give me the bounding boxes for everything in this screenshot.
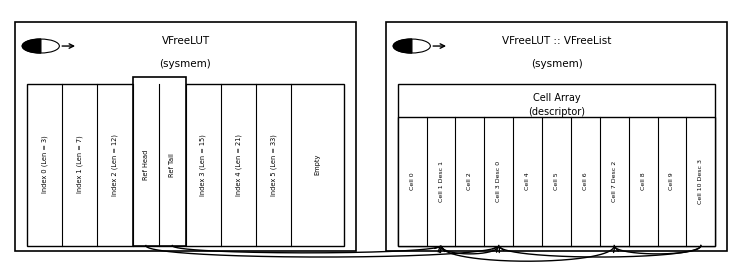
Text: VFreeLUT: VFreeLUT — [162, 36, 209, 46]
Bar — [398, 84, 715, 246]
Text: Cell 6: Cell 6 — [583, 172, 588, 190]
Text: (sysmem): (sysmem) — [531, 59, 582, 69]
Bar — [398, 117, 715, 246]
Polygon shape — [22, 39, 41, 53]
Text: Cell 0: Cell 0 — [410, 172, 415, 190]
Text: Cell 10 Desc 3: Cell 10 Desc 3 — [698, 159, 703, 204]
Text: Cell 2: Cell 2 — [467, 172, 473, 190]
Text: Cell 3 Desc 0: Cell 3 Desc 0 — [496, 161, 502, 202]
Circle shape — [393, 39, 430, 53]
Text: Cell 8: Cell 8 — [640, 172, 646, 190]
Circle shape — [22, 39, 59, 53]
Bar — [133, 77, 186, 246]
Text: Cell 9: Cell 9 — [669, 172, 674, 190]
Text: (sysmem): (sysmem) — [160, 59, 211, 69]
Text: VFreeLUT :: VFreeList: VFreeLUT :: VFreeList — [502, 36, 611, 46]
Text: Index 5 (Len = 33): Index 5 (Len = 33) — [271, 134, 277, 196]
Text: (descriptor): (descriptor) — [528, 107, 585, 117]
Text: Cell 7 Desc 2: Cell 7 Desc 2 — [611, 161, 617, 202]
Text: Index 0 (Len = 3): Index 0 (Len = 3) — [41, 136, 47, 193]
Text: Ref Head: Ref Head — [142, 150, 149, 180]
Text: Index 1 (Len = 7): Index 1 (Len = 7) — [76, 136, 83, 193]
Text: Cell 4: Cell 4 — [525, 172, 530, 190]
Text: Index 2 (Len = 12): Index 2 (Len = 12) — [112, 134, 118, 196]
Bar — [15, 22, 356, 251]
Text: Ref Tail: Ref Tail — [169, 153, 175, 177]
Bar — [27, 84, 344, 246]
Polygon shape — [393, 39, 412, 53]
Text: Cell 5: Cell 5 — [554, 172, 559, 190]
Bar — [386, 22, 727, 251]
Text: Cell 1 Desc 1: Cell 1 Desc 1 — [439, 161, 444, 202]
Text: Index 4 (Len = 21): Index 4 (Len = 21) — [235, 134, 242, 196]
Text: Empty: Empty — [315, 154, 321, 175]
Text: Index 3 (Len = 15): Index 3 (Len = 15) — [200, 134, 206, 196]
Text: Cell Array: Cell Array — [533, 93, 580, 103]
